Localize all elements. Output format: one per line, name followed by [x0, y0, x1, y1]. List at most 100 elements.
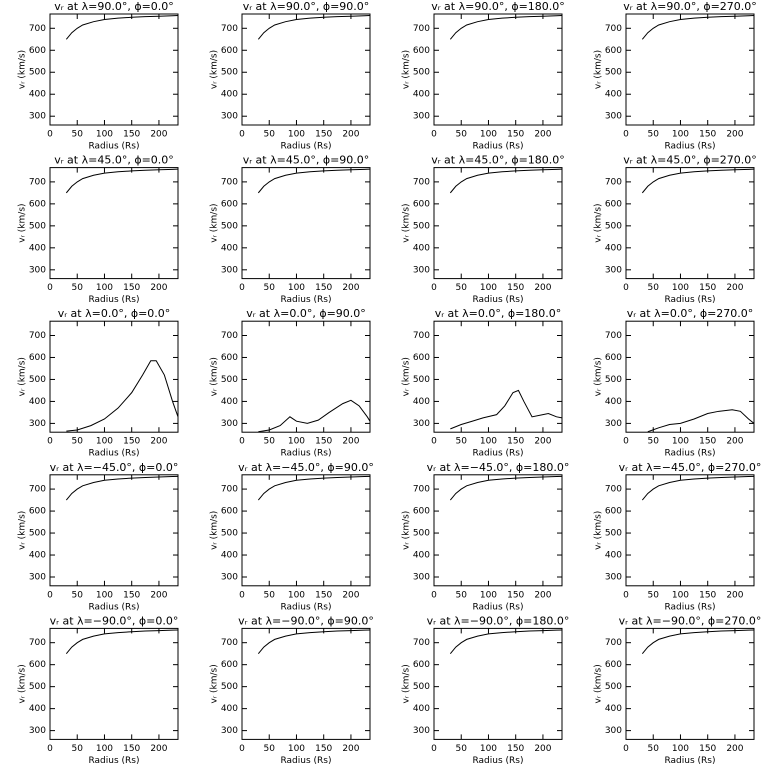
x-tick-label: 200	[726, 437, 743, 447]
x-tick-label: 200	[534, 744, 551, 754]
chart-title: vᵣ at λ=90.0°, ϕ=0.0°	[54, 0, 174, 13]
x-tick-label: 0	[431, 437, 437, 447]
data-line	[450, 389, 563, 430]
x-tick-label: 150	[315, 283, 332, 293]
x-axis-label: Radius (Rs)	[664, 756, 715, 766]
y-tick-label: 300	[221, 419, 238, 429]
y-tick-label: 400	[221, 243, 238, 253]
y-tick-label: 700	[605, 177, 622, 187]
plot-frame	[625, 320, 755, 433]
x-tick-label: 200	[342, 744, 359, 754]
y-tick-label: 400	[413, 551, 430, 561]
y-tick-label: 400	[413, 397, 430, 407]
y-tick-label: 600	[605, 353, 622, 363]
y-tick-label: 300	[221, 726, 238, 736]
x-tick-label: 100	[288, 590, 305, 600]
y-tick-label: 500	[221, 375, 238, 385]
plot-frame	[625, 167, 755, 280]
y-tick-label: 600	[605, 46, 622, 56]
x-tick-label: 0	[47, 130, 53, 140]
y-tick-label: 400	[605, 551, 622, 561]
x-tick-label: 100	[288, 130, 305, 140]
data-line	[641, 475, 755, 501]
x-tick-label: 150	[123, 130, 140, 140]
y-tick-label: 600	[221, 660, 238, 670]
chart-title: vᵣ at λ=0.0°, ϕ=90.0°	[246, 307, 366, 320]
y-tick-label: 300	[605, 573, 622, 583]
plot-frame	[49, 167, 179, 280]
x-tick-label: 200	[150, 283, 167, 293]
x-tick-label: 0	[47, 744, 53, 754]
y-tick-label: 600	[221, 353, 238, 363]
x-tick-label: 50	[264, 590, 276, 600]
y-tick-label: 400	[605, 397, 622, 407]
x-tick-label: 0	[431, 744, 437, 754]
chart-title: vᵣ at λ=−45.0°, ϕ=270.0°	[619, 461, 762, 474]
x-tick-label: 100	[480, 130, 497, 140]
y-tick-label: 300	[221, 265, 238, 275]
x-tick-label: 150	[123, 437, 140, 447]
chart-title: vᵣ at λ=−90.0°, ϕ=90.0°	[238, 614, 374, 627]
y-tick-label: 300	[605, 112, 622, 122]
x-tick-label: 50	[456, 437, 468, 447]
data-line	[257, 629, 371, 654]
y-tick-label: 400	[29, 243, 46, 253]
y-axis-label: vᵣ (km/s)	[18, 511, 28, 550]
x-tick-label: 200	[534, 283, 551, 293]
y-axis-label: vᵣ (km/s)	[18, 50, 28, 89]
plot-frame	[433, 320, 563, 433]
x-tick-label: 150	[699, 744, 716, 754]
x-tick-label: 100	[96, 130, 113, 140]
x-tick-label: 50	[264, 744, 276, 754]
y-tick-label: 600	[221, 507, 238, 517]
plot-frame	[433, 13, 563, 126]
y-tick-label: 300	[605, 726, 622, 736]
y-tick-label: 700	[605, 24, 622, 34]
x-tick-label: 100	[480, 590, 497, 600]
x-axis-label: Radius (Rs)	[472, 756, 523, 766]
y-tick-label: 700	[29, 485, 46, 495]
y-axis-label: vᵣ (km/s)	[594, 664, 604, 703]
y-tick-label: 600	[221, 199, 238, 209]
y-tick-label: 400	[221, 397, 238, 407]
data-line	[65, 15, 179, 40]
x-tick-label: 0	[239, 437, 245, 447]
y-tick-label: 400	[413, 90, 430, 100]
data-line	[257, 168, 371, 194]
x-tick-label: 200	[150, 130, 167, 140]
y-tick-label: 700	[29, 331, 46, 341]
y-tick-label: 500	[605, 682, 622, 692]
y-tick-label: 500	[221, 68, 238, 78]
x-axis-label: Radius (Rs)	[664, 449, 715, 459]
y-tick-label: 600	[605, 199, 622, 209]
x-tick-label: 50	[72, 283, 84, 293]
data-line	[647, 409, 755, 433]
x-tick-label: 100	[672, 437, 689, 447]
y-axis-label: vᵣ (km/s)	[594, 511, 604, 550]
y-tick-label: 500	[29, 682, 46, 692]
y-axis-label: vᵣ (km/s)	[18, 203, 28, 242]
y-tick-label: 700	[605, 485, 622, 495]
x-tick-label: 100	[96, 437, 113, 447]
y-axis-label: vᵣ (km/s)	[594, 357, 604, 396]
x-tick-label: 0	[239, 590, 245, 600]
x-tick-label: 0	[47, 590, 53, 600]
x-tick-label: 100	[480, 437, 497, 447]
plot-frame	[241, 167, 371, 280]
x-tick-label: 150	[123, 283, 140, 293]
x-tick-label: 50	[648, 744, 660, 754]
x-tick-label: 0	[239, 744, 245, 754]
y-tick-label: 500	[413, 682, 430, 692]
x-tick-label: 200	[726, 590, 743, 600]
y-axis-label: vᵣ (km/s)	[402, 511, 412, 550]
y-tick-label: 500	[413, 221, 430, 231]
y-tick-label: 600	[29, 353, 46, 363]
x-tick-label: 200	[342, 437, 359, 447]
x-tick-label: 200	[150, 590, 167, 600]
y-tick-label: 300	[413, 265, 430, 275]
x-tick-label: 150	[315, 590, 332, 600]
y-tick-label: 600	[413, 199, 430, 209]
data-line	[449, 629, 563, 654]
y-tick-label: 300	[413, 112, 430, 122]
y-tick-label: 400	[29, 90, 46, 100]
